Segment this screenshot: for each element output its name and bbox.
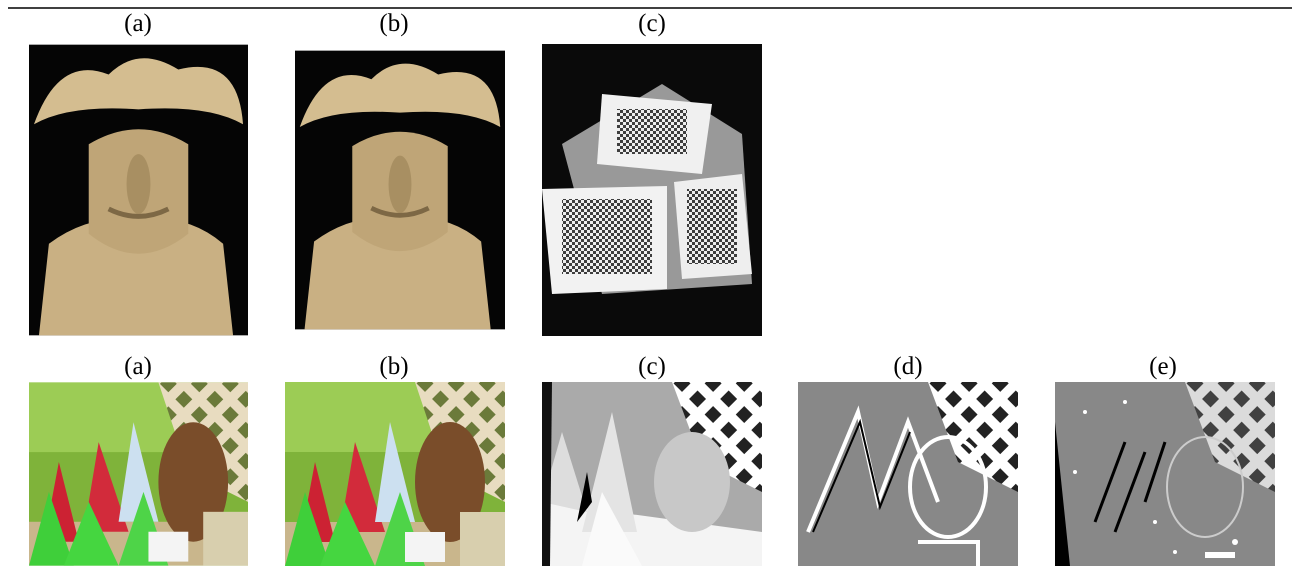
image <box>542 382 762 566</box>
row-bottom: (a) (b) (c) (d) (e) <box>29 353 1275 566</box>
image <box>285 382 505 566</box>
image <box>29 45 248 336</box>
image <box>295 51 505 330</box>
image <box>542 44 762 336</box>
label: (d) <box>893 353 922 380</box>
label: (a) <box>124 353 152 380</box>
label: (a) <box>124 10 152 37</box>
label: (c) <box>638 353 666 380</box>
image <box>29 382 248 566</box>
label: (b) <box>379 10 408 37</box>
image <box>798 382 1018 566</box>
label: (c) <box>638 10 666 37</box>
label: (b) <box>379 353 408 380</box>
row-top: (a) (b) (c) <box>29 10 762 336</box>
image <box>1055 382 1275 566</box>
label: (e) <box>1149 353 1177 380</box>
